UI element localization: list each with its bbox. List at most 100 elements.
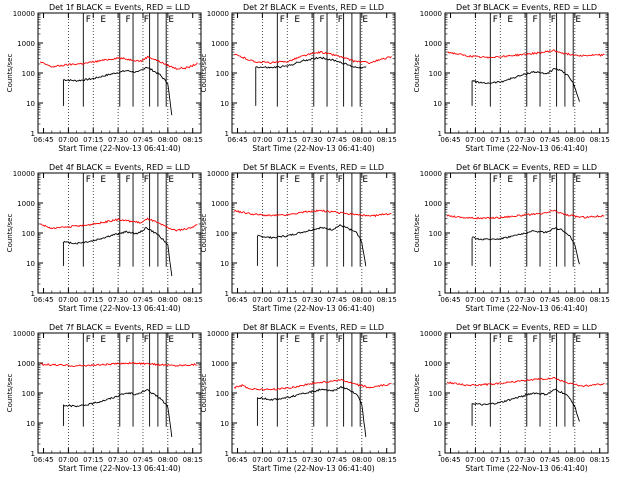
x-tick-label: 08:00 bbox=[565, 456, 585, 464]
attenuator-marker: E bbox=[507, 15, 513, 25]
attenuator-marker: E bbox=[168, 335, 174, 345]
events-series-line bbox=[257, 385, 367, 437]
attenuator-marker: F bbox=[338, 335, 343, 345]
attenuator-marker: E bbox=[100, 15, 106, 25]
x-tick-label: 08:15 bbox=[183, 456, 203, 464]
chart-title: Det 1f BLACK = Events, RED = LLD bbox=[49, 3, 190, 12]
chart-panel: Det 2f BLACK = Events, RED = LLD 1 10 100 10… bbox=[200, 3, 397, 153]
events-series-line bbox=[472, 227, 580, 265]
x-tick-label: 06:45 bbox=[227, 136, 247, 144]
attenuator-marker: F bbox=[319, 175, 324, 185]
chart-panel: Det 1f BLACK = Events, RED = LLD 1 10 100 10… bbox=[6, 3, 203, 153]
y-tick-label: 1 bbox=[31, 290, 35, 298]
lld-series-line bbox=[233, 378, 392, 391]
attenuator-marker: E bbox=[294, 15, 300, 25]
attenuator-marker: F bbox=[338, 15, 343, 25]
x-tick-label: 07:15 bbox=[277, 136, 297, 144]
x-tick-label: 08:00 bbox=[352, 296, 372, 304]
y-tick-label: 10 bbox=[220, 100, 229, 108]
x-tick-label: 07:45 bbox=[327, 456, 347, 464]
attenuator-marker: F bbox=[280, 15, 285, 25]
y-tick-label: 10000 bbox=[13, 170, 35, 178]
x-tick-label: 07:15 bbox=[490, 136, 510, 144]
attenuator-marker: F bbox=[144, 15, 149, 25]
events-series-line bbox=[257, 224, 367, 267]
chart-panel: Det 7f BLACK = Events, RED = LLD 1 10 100 10… bbox=[6, 323, 203, 473]
y-axis-label: Counts/sec bbox=[413, 214, 421, 253]
attenuator-marker: F bbox=[551, 175, 556, 185]
y-tick-label: 10000 bbox=[13, 330, 35, 338]
events-series-line bbox=[471, 388, 580, 422]
chart-title: Det 6f BLACK = Events, RED = LLD bbox=[456, 163, 597, 172]
y-tick-label: 10 bbox=[26, 100, 35, 108]
y-tick-label: 10 bbox=[220, 260, 229, 268]
x-tick-label: 07:15 bbox=[277, 296, 297, 304]
chart-panel: Det 8f BLACK = Events, RED = LLD 1 10 100 10… bbox=[200, 323, 397, 473]
attenuator-marker: F bbox=[551, 15, 556, 25]
chart-panel: Det 4f BLACK = Events, RED = LLD 1 10 100 10… bbox=[6, 163, 203, 313]
y-tick-label: 10000 bbox=[420, 10, 442, 18]
chart-title: Det 3f BLACK = Events, RED = LLD bbox=[456, 3, 597, 12]
events-series-line bbox=[63, 389, 173, 438]
y-tick-label: 1 bbox=[31, 130, 35, 138]
x-axis-label: Start Time (22-Nov-13 06:41:40) bbox=[58, 464, 180, 473]
y-axis-label: Counts/sec bbox=[200, 214, 208, 253]
x-tick-label: 08:15 bbox=[590, 296, 610, 304]
attenuator-marker: F bbox=[493, 15, 498, 25]
attenuator-marker: E bbox=[100, 335, 106, 345]
x-tick-label: 07:30 bbox=[302, 296, 322, 304]
y-tick-label: 100 bbox=[429, 230, 442, 238]
attenuator-marker: E bbox=[575, 175, 581, 185]
x-tick-label: 08:15 bbox=[183, 136, 203, 144]
attenuator-marker: F bbox=[86, 335, 91, 345]
y-tick-label: 1 bbox=[438, 130, 442, 138]
attenuator-marker: E bbox=[100, 175, 106, 185]
x-axis-label: Start Time (22-Nov-13 06:41:40) bbox=[58, 304, 180, 313]
attenuator-marker: E bbox=[507, 175, 513, 185]
attenuator-marker: F bbox=[86, 15, 91, 25]
x-tick-label: 08:00 bbox=[158, 136, 178, 144]
x-tick-label: 07:45 bbox=[540, 456, 560, 464]
x-tick-label: 07:00 bbox=[465, 296, 485, 304]
attenuator-marker: F bbox=[493, 175, 498, 185]
chart-title: Det 9f BLACK = Events, RED = LLD bbox=[456, 323, 597, 332]
y-tick-label: 10 bbox=[26, 420, 35, 428]
y-tick-label: 10 bbox=[26, 260, 35, 268]
x-tick-label: 07:30 bbox=[515, 136, 535, 144]
attenuator-marker: E bbox=[168, 175, 174, 185]
x-tick-label: 06:45 bbox=[440, 296, 460, 304]
x-tick-label: 07:30 bbox=[515, 456, 535, 464]
attenuator-marker: E bbox=[507, 335, 513, 345]
y-tick-label: 100 bbox=[429, 70, 442, 78]
x-tick-label: 07:00 bbox=[252, 456, 272, 464]
y-tick-label: 10000 bbox=[207, 170, 229, 178]
y-tick-label: 1000 bbox=[211, 360, 229, 368]
lld-series-line bbox=[447, 49, 605, 59]
y-tick-label: 10000 bbox=[420, 170, 442, 178]
y-tick-label: 10000 bbox=[207, 10, 229, 18]
x-tick-label: 06:45 bbox=[33, 296, 53, 304]
y-tick-label: 1000 bbox=[424, 200, 442, 208]
x-tick-label: 07:00 bbox=[252, 296, 272, 304]
y-tick-label: 10 bbox=[433, 100, 442, 108]
x-tick-label: 08:00 bbox=[352, 456, 372, 464]
x-tick-label: 07:30 bbox=[302, 136, 322, 144]
x-tick-label: 06:45 bbox=[227, 456, 247, 464]
y-tick-label: 1000 bbox=[424, 40, 442, 48]
attenuator-marker: F bbox=[280, 335, 285, 345]
x-tick-label: 08:15 bbox=[377, 296, 397, 304]
lld-series-line bbox=[446, 377, 605, 388]
y-tick-label: 100 bbox=[216, 70, 229, 78]
attenuator-marker: E bbox=[168, 15, 174, 25]
y-tick-label: 1 bbox=[438, 450, 442, 458]
x-tick-label: 08:00 bbox=[565, 136, 585, 144]
attenuator-marker: F bbox=[125, 335, 130, 345]
x-tick-label: 07:45 bbox=[327, 136, 347, 144]
x-tick-label: 07:00 bbox=[58, 456, 78, 464]
y-tick-label: 100 bbox=[22, 70, 35, 78]
lld-series-line bbox=[233, 209, 392, 218]
y-tick-label: 1 bbox=[438, 290, 442, 298]
y-axis-label: Counts/sec bbox=[413, 54, 421, 93]
y-axis-label: Counts/sec bbox=[6, 54, 14, 93]
